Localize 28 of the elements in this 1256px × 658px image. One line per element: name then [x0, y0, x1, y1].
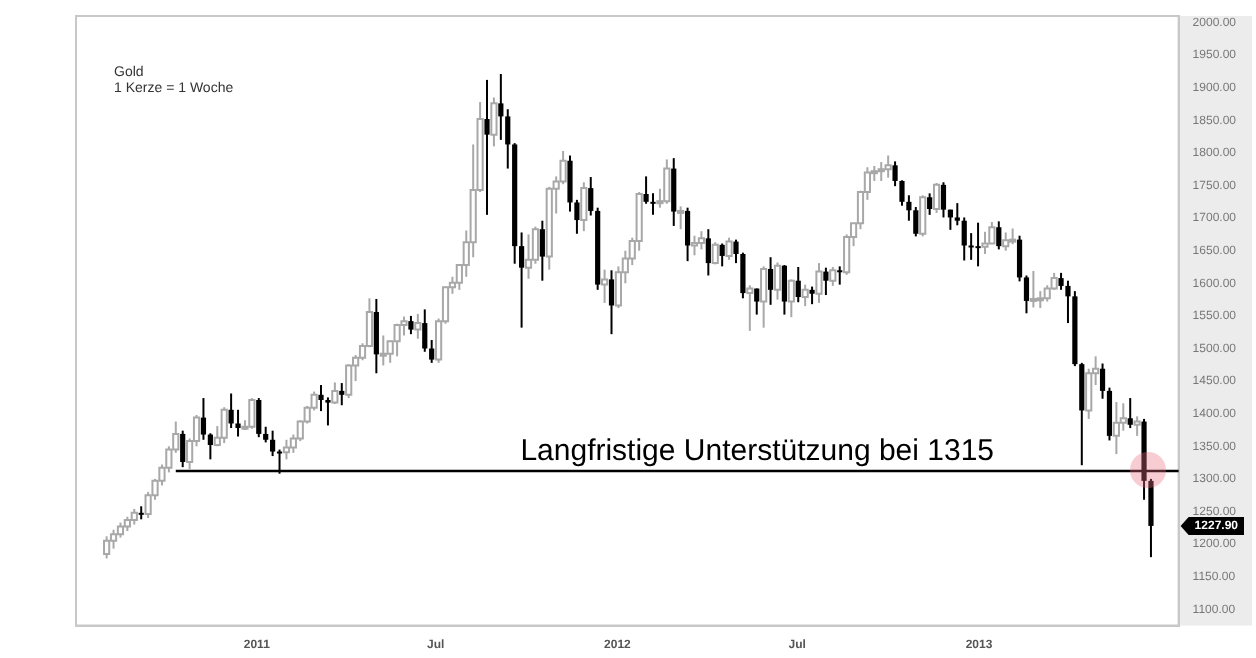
candlestick — [684, 206, 691, 263]
candlestick — [767, 256, 774, 306]
candlestick — [608, 269, 615, 336]
candlestick — [270, 429, 276, 458]
candlestick — [927, 192, 933, 216]
candlestick — [837, 265, 843, 286]
candlestick — [228, 392, 234, 430]
candlestick — [975, 221, 981, 268]
candlestick — [1127, 397, 1133, 430]
candlestick — [408, 314, 414, 336]
candlestick — [484, 78, 490, 216]
candlestick — [256, 397, 262, 439]
candlestick — [996, 220, 1002, 251]
candlestick — [795, 266, 801, 304]
candlestick — [823, 266, 829, 297]
candlestick — [339, 382, 345, 407]
candlestick — [781, 264, 788, 316]
candlestick — [719, 242, 725, 268]
ref-line-label: Langfristige Unterstützung bei 1315 — [520, 434, 995, 469]
candlestick — [498, 73, 504, 141]
candlestick — [754, 287, 760, 316]
candlestick — [539, 219, 545, 282]
candlestick — [705, 228, 711, 277]
candlestick — [373, 297, 379, 375]
candlestick — [961, 216, 967, 262]
candlestick — [940, 181, 947, 219]
candlestick — [422, 308, 428, 353]
candlestick — [671, 157, 677, 227]
